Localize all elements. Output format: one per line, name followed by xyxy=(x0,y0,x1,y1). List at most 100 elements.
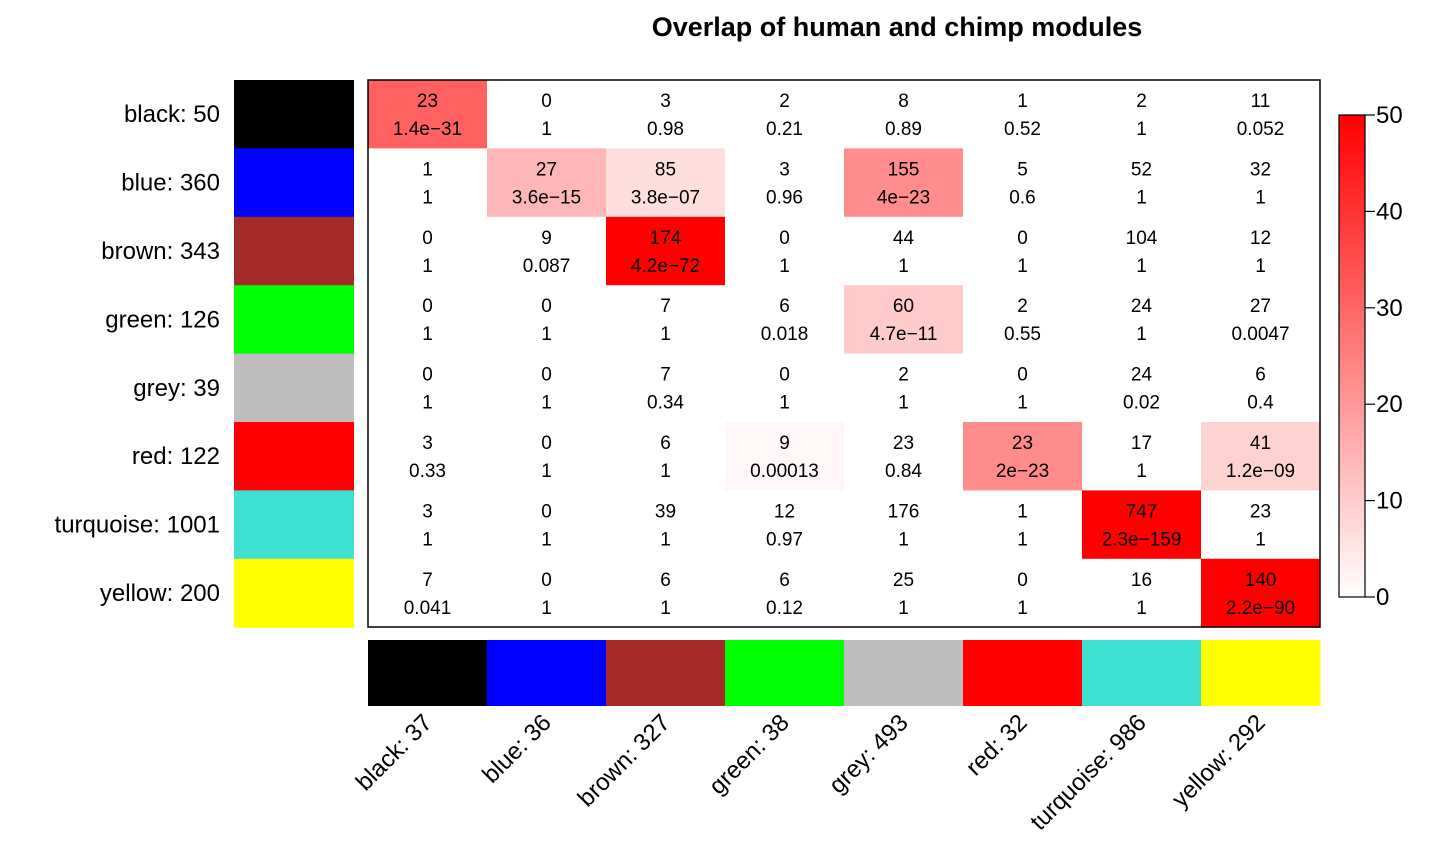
cell-count-label: 0 xyxy=(541,296,552,317)
cell-pvalue-label: 2.2e−90 xyxy=(1226,598,1295,619)
cell-count-label: 1 xyxy=(1017,91,1028,112)
cell-count-label: 3 xyxy=(660,91,671,112)
heatmap-cell xyxy=(368,558,488,628)
colorbar-tick-label: 30 xyxy=(1376,295,1403,322)
column-labels: black: 37 blue: 36 brown: 327 green: 38 grey… xyxy=(351,709,1271,836)
cell-count-label: 0 xyxy=(1017,570,1028,591)
cell-count-label: 8 xyxy=(898,91,909,112)
cell-pvalue-label: 1 xyxy=(660,598,671,619)
column-color-swatch xyxy=(1082,640,1202,706)
cell-pvalue-label: 1 xyxy=(660,529,671,550)
cell-pvalue-label: 1 xyxy=(660,461,671,482)
cell-pvalue-label: 4.7e−11 xyxy=(870,324,938,345)
cell-count-label: 1 xyxy=(1017,501,1028,522)
cell-count-label: 23 xyxy=(417,91,438,112)
cell-count-label: 6 xyxy=(1255,365,1266,386)
heatmap-cell xyxy=(1082,80,1202,149)
cell-pvalue-label: 1 xyxy=(898,393,909,414)
heatmap-cell xyxy=(368,148,488,218)
heatmap-cell xyxy=(1201,216,1321,286)
cell-pvalue-label: 0.00013 xyxy=(750,461,819,482)
cell-count-label: 0 xyxy=(779,365,790,386)
heatmap-cell xyxy=(487,353,607,423)
row-label: grey: 39 xyxy=(133,375,220,402)
cell-count-label: 0 xyxy=(422,365,433,386)
cell-count-label: 6 xyxy=(779,570,790,591)
colorbar-tick-label: 20 xyxy=(1376,391,1403,418)
cell-count-label: 6 xyxy=(660,570,671,591)
cell-count-label: 27 xyxy=(536,159,557,180)
cell-pvalue-label: 0.6 xyxy=(1009,187,1035,208)
heatmap-cell xyxy=(725,285,845,355)
cell-pvalue-label: 0.97 xyxy=(766,529,803,550)
column-label: turquoise: 986 xyxy=(1025,709,1152,836)
row-label: brown: 343 xyxy=(101,238,220,265)
row-label: black: 50 xyxy=(124,101,220,128)
column-color-swatch xyxy=(963,640,1083,706)
cell-count-label: 0 xyxy=(422,296,433,317)
row-color-swatch xyxy=(234,148,354,218)
heatmap-cell xyxy=(487,490,607,560)
cell-pvalue-label: 1 xyxy=(422,393,433,414)
heatmap-cell xyxy=(606,285,726,355)
cell-count-label: 41 xyxy=(1250,433,1271,454)
heatmap-cell xyxy=(725,558,845,628)
cell-pvalue-label: 0.21 xyxy=(766,119,803,140)
cell-pvalue-label: 1 xyxy=(1136,187,1147,208)
row-label: turquoise: 1001 xyxy=(55,512,220,539)
heatmap-cell xyxy=(963,285,1083,355)
heatmap-cell xyxy=(1082,216,1202,286)
heatmap-cell xyxy=(368,490,488,560)
cell-pvalue-label: 0.4 xyxy=(1247,393,1274,414)
cell-count-label: 25 xyxy=(893,570,914,591)
cell-pvalue-label: 0.0047 xyxy=(1231,324,1289,345)
column-label: green: 38 xyxy=(704,709,795,800)
cell-count-label: 6 xyxy=(779,296,790,317)
cell-count-label: 12 xyxy=(1250,228,1271,249)
cell-pvalue-label: 4.2e−72 xyxy=(631,256,700,277)
cell-count-label: 6 xyxy=(660,433,671,454)
heatmap-cell xyxy=(963,148,1083,218)
heatmap-cell xyxy=(844,80,964,149)
cell-count-label: 3 xyxy=(422,501,433,522)
cell-count-label: 60 xyxy=(893,296,914,317)
cell-pvalue-label: 0.96 xyxy=(766,187,803,208)
cell-pvalue-label: 1 xyxy=(422,529,433,550)
cell-count-label: 747 xyxy=(1126,501,1158,522)
heatmap-border xyxy=(367,79,1321,628)
cell-count-label: 7 xyxy=(422,570,433,591)
heatmap-cell xyxy=(844,285,964,355)
heatmap-cell xyxy=(1082,148,1202,218)
colorbar-legend: 0 10 20 30 40 50 xyxy=(1338,102,1403,611)
chart-title: Overlap of human and chimp modules xyxy=(652,12,1143,42)
column-label: grey: 493 xyxy=(824,709,914,799)
cell-pvalue-label: 1 xyxy=(422,187,433,208)
cell-count-label: 32 xyxy=(1250,159,1271,180)
cell-count-label: 85 xyxy=(655,159,676,180)
cell-count-label: 23 xyxy=(893,433,914,454)
heatmap-cell xyxy=(368,80,488,149)
cell-pvalue-label: 1 xyxy=(1017,598,1028,619)
cell-count-label: 23 xyxy=(1250,501,1271,522)
cell-annotations: 231.4e−310130.9820.2180.8910.5221110.052… xyxy=(393,91,1295,619)
heatmap-cell xyxy=(606,490,726,560)
cell-pvalue-label: 0.98 xyxy=(647,119,684,140)
cell-count-label: 0 xyxy=(541,365,552,386)
heatmap-cell xyxy=(1082,490,1202,560)
cell-pvalue-label: 0.041 xyxy=(404,598,452,619)
cell-count-label: 23 xyxy=(1012,433,1033,454)
row-color-swatch xyxy=(234,216,354,286)
cell-pvalue-label: 1 xyxy=(1136,256,1147,277)
cell-count-label: 2 xyxy=(1017,296,1028,317)
heatmap-cell xyxy=(844,353,964,423)
cell-count-label: 17 xyxy=(1131,433,1152,454)
cell-pvalue-label: 1 xyxy=(541,461,552,482)
cell-count-label: 140 xyxy=(1245,570,1277,591)
cell-pvalue-label: 1 xyxy=(541,119,552,140)
cell-pvalue-label: 1 xyxy=(660,324,671,345)
heatmap-cell xyxy=(963,422,1083,491)
cell-pvalue-label: 1 xyxy=(541,598,552,619)
row-color-swatches xyxy=(234,80,354,628)
cell-count-label: 0 xyxy=(779,228,790,249)
cell-count-label: 24 xyxy=(1131,296,1153,317)
